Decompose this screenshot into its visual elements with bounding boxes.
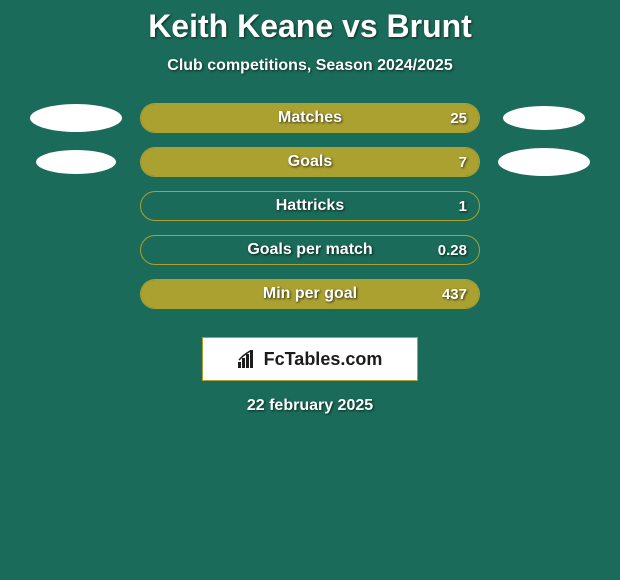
stat-value: 1 [459, 192, 467, 220]
stat-bar: Matches25 [140, 103, 480, 133]
stat-row: Goals per match0.28 [30, 235, 590, 265]
stat-bar: Goals per match0.28 [140, 235, 480, 265]
page-title: Keith Keane vs Brunt [148, 8, 472, 45]
stat-value: 25 [450, 104, 467, 132]
shadow-ellipse-left [30, 104, 122, 132]
rows-region: Matches25 Goals7 Hattricks1 Goals per match… [30, 103, 590, 323]
stat-value: 7 [459, 148, 467, 176]
stat-label: Hattricks [141, 192, 479, 220]
shadow-ellipse-right [498, 148, 590, 176]
stat-label: Goals [141, 148, 479, 176]
stat-value: 437 [442, 280, 467, 308]
stat-row: Matches25 [30, 103, 590, 133]
shadow-ellipse-left [36, 150, 116, 174]
subtitle: Club competitions, Season 2024/2025 [167, 57, 452, 75]
shadow-ellipse-right [503, 106, 585, 130]
stat-label: Goals per match [141, 236, 479, 264]
logo-text: FcTables.com [264, 349, 383, 370]
stat-bar: Min per goal437 [140, 279, 480, 309]
stat-row: Goals7 [30, 147, 590, 177]
logo-box: FcTables.com [202, 337, 418, 381]
stats-comparison-container: Keith Keane vs Brunt Club competitions, … [0, 0, 620, 580]
stat-row: Min per goal437 [30, 279, 590, 309]
stat-label: Matches [141, 104, 479, 132]
stat-label: Min per goal [141, 280, 479, 308]
stat-bar: Goals7 [140, 147, 480, 177]
stat-row: Hattricks1 [30, 191, 590, 221]
chart-icon [238, 350, 258, 368]
stat-bar: Hattricks1 [140, 191, 480, 221]
stat-value: 0.28 [438, 236, 467, 264]
date-text: 22 february 2025 [247, 397, 373, 415]
